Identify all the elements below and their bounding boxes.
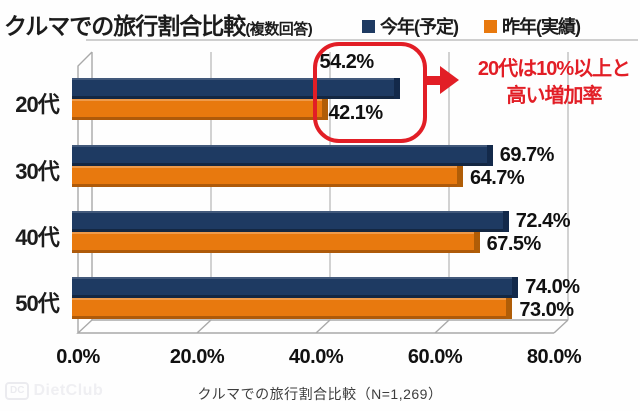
bar-this-year [72, 78, 401, 99]
bar-last-year [72, 166, 463, 187]
annotation-highlight-box [313, 42, 427, 143]
x-tick-label: 0.0% [56, 346, 100, 368]
category-label: 20代 [15, 92, 59, 117]
value-label-last-year: 64.7% [469, 167, 525, 189]
bar-last-year [72, 232, 480, 253]
value-label-last-year: 42.1% [328, 102, 383, 124]
annotation-arrow-icon [440, 66, 459, 94]
category-label: 30代 [15, 159, 59, 184]
x-tick-label: 60.0% [407, 346, 463, 368]
annotation-arrow-line [423, 76, 441, 85]
plot-top-border [86, 39, 638, 41]
bar-this-year [72, 145, 493, 166]
x-tick-label: 40.0% [288, 346, 344, 368]
legend-swatch-this-year-icon [362, 19, 375, 33]
chart-caption: クルマでの旅行割合比較（N=1,269） [197, 386, 443, 402]
legend-swatch-last-year-icon [484, 19, 497, 33]
watermark: DC DietClub [5, 382, 103, 400]
bar-last-year [72, 99, 329, 120]
legend-label-this-year: 今年(予定) [380, 17, 459, 37]
legend: 今年(予定) 昨年(実績) [362, 13, 581, 39]
legend-label-last-year: 昨年(実績) [502, 17, 581, 37]
page-title: クルマでの旅行割合比較(複数回答) [4, 7, 313, 41]
legend-item-last-year: 昨年(実績) [484, 13, 581, 39]
chart-title-sub: (複数回答) [245, 21, 313, 38]
bar-this-year [72, 211, 509, 232]
watermark-badge-icon: DC [5, 382, 30, 400]
value-label-this-year: 69.7% [499, 144, 555, 166]
x-tick-label: 20.0% [169, 346, 225, 368]
annotation-line-2: 高い増加率 [506, 85, 603, 107]
chart-title-main: クルマでの旅行割合比較 [4, 13, 246, 39]
annotation-text: 20代は10%以上と 高い増加率 [468, 56, 640, 110]
annotation-line-1: 20代は10%以上と [477, 58, 631, 80]
value-label-last-year: 67.5% [486, 233, 542, 255]
category-label: 40代 [15, 225, 59, 250]
category-label: 50代 [15, 291, 59, 316]
legend-item-this-year: 今年(予定) [362, 13, 459, 39]
bar-last-year [72, 298, 513, 319]
value-label-this-year: 72.4% [515, 210, 571, 232]
watermark-text: DietClub [33, 382, 104, 399]
bar-this-year [72, 277, 519, 298]
x-tick-label: 80.0% [526, 346, 582, 368]
value-label-last-year: 73.0% [519, 299, 574, 321]
value-label-this-year: 74.0% [525, 276, 580, 298]
